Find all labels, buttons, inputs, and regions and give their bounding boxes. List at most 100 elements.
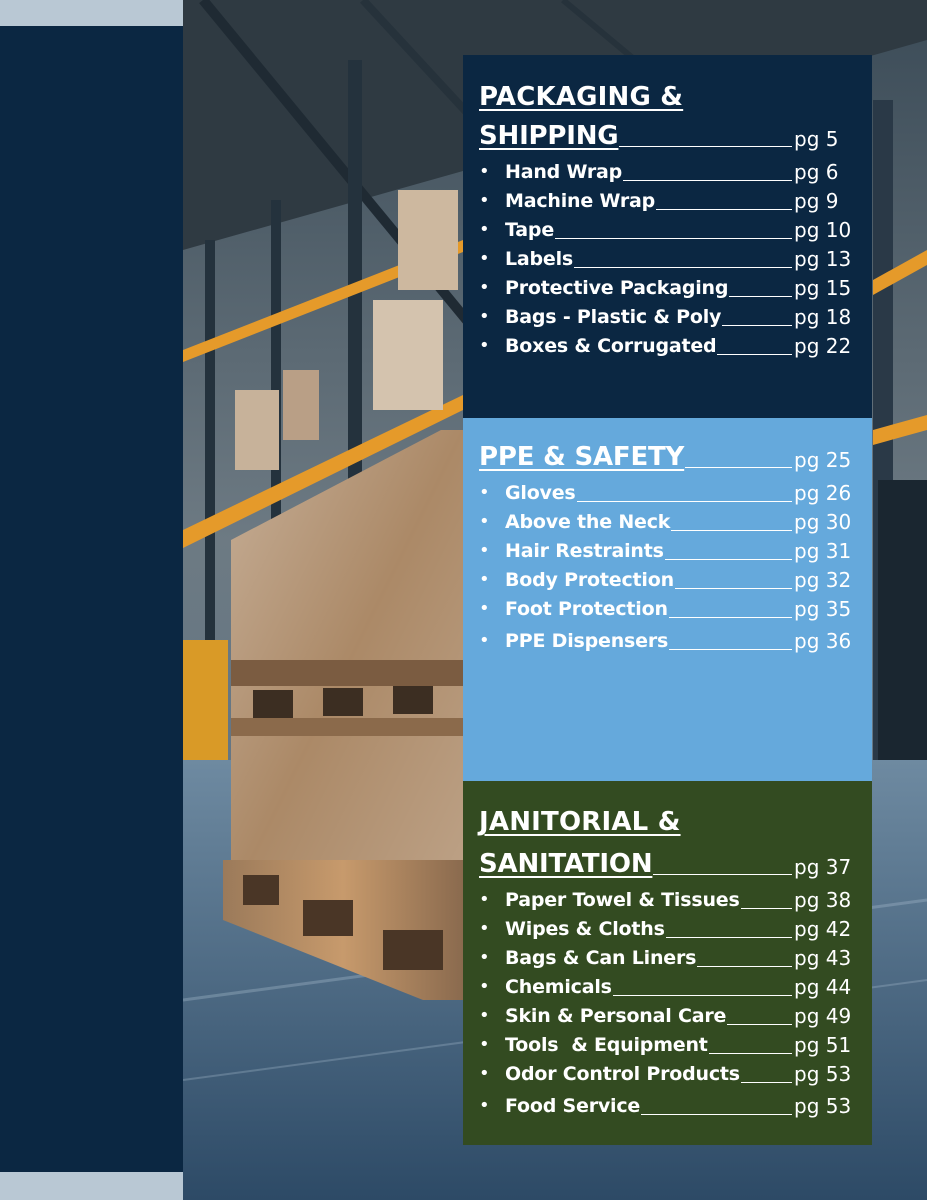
janitorial-page: pg 37 <box>794 855 852 879</box>
toc-item-page: pg 53 <box>794 1062 852 1086</box>
toc-item-label: Hand Wrap <box>505 161 623 183</box>
bullet-icon: • <box>479 306 490 327</box>
toc-item-machine-wrap[interactable]: • Machine Wrap pg 9 <box>479 185 856 213</box>
toc-item-page: pg 35 <box>794 597 852 621</box>
bullet-icon: • <box>479 161 490 182</box>
toc-item-page: pg 6 <box>794 160 839 184</box>
toc-item-page: pg 44 <box>794 975 852 999</box>
ppe-safety-panel: PPE & SAFETY pg 25 • Gloves pg 26 • Abov… <box>463 418 872 781</box>
toc-item-label: Tools & Equipment <box>505 1034 708 1056</box>
bullet-icon: • <box>479 947 490 968</box>
toc-item-bags-plastic-poly[interactable]: • Bags - Plastic & Poly pg 18 <box>479 301 856 329</box>
toc-item-page: pg 49 <box>794 1004 852 1028</box>
bullet-icon: • <box>479 1034 490 1055</box>
toc-item-label: Odor Control Products <box>505 1063 740 1085</box>
toc-item-label: Hair Restraints <box>505 540 664 562</box>
toc-item-label: Tape <box>505 219 555 241</box>
toc-item-odor-control-products[interactable]: • Odor Control Products pg 53 <box>479 1058 856 1086</box>
dot-leader <box>671 529 792 531</box>
dot-leader <box>574 266 792 268</box>
dot-leader <box>653 873 792 875</box>
toc-item-page: pg 43 <box>794 946 852 970</box>
bullet-icon: • <box>479 1095 490 1116</box>
bullet-icon: • <box>479 540 490 561</box>
bullet-icon: • <box>479 976 490 997</box>
toc-item-label: Boxes & Corrugated <box>505 335 717 357</box>
dot-leader <box>612 994 792 996</box>
toc-item-page: pg 22 <box>794 334 852 358</box>
dot-leader <box>665 936 792 938</box>
bullet-icon: • <box>479 630 490 651</box>
janitorial-title-line1: JANITORIAL & <box>479 807 681 837</box>
toc-item-page: pg 31 <box>794 539 852 563</box>
packaging-page: pg 5 <box>794 127 839 151</box>
toc-item-tape[interactable]: • Tape pg 10 <box>479 214 856 242</box>
bullet-icon: • <box>479 511 490 532</box>
toc-item-boxes-corrugated[interactable]: • Boxes & Corrugated pg 22 <box>479 330 856 358</box>
toc-item-above-the-neck[interactable]: • Above the Neck pg 30 <box>479 506 856 534</box>
toc-item-bags-can-liners[interactable]: • Bags & Can Liners pg 43 <box>479 942 856 970</box>
bullet-icon: • <box>479 1005 490 1026</box>
toc-item-protective-packaging[interactable]: • Protective Packaging pg 15 <box>479 272 856 300</box>
toc-item-label: Labels <box>505 248 574 270</box>
toc-item-label: Food Service <box>505 1095 641 1117</box>
bullet-icon: • <box>479 335 490 356</box>
toc-item-tools-equipment[interactable]: • Tools & Equipment pg 51 <box>479 1029 856 1057</box>
toc-item-label: Skin & Personal Care <box>505 1005 727 1027</box>
toc-item-skin-personal-care[interactable]: • Skin & Personal Care pg 49 <box>479 1000 856 1028</box>
ppe-page: pg 25 <box>794 448 852 472</box>
toc-item-label: Protective Packaging <box>505 277 729 299</box>
dot-leader <box>740 1081 792 1083</box>
janitorial-sanitation-panel: JANITORIAL & SANITATION pg 37 • Paper To… <box>463 781 872 1145</box>
toc-item-chemicals[interactable]: • Chemicals pg 44 <box>479 971 856 999</box>
top-gray-strip <box>0 0 183 26</box>
toc-item-label: Paper Towel & Tissues <box>505 889 740 911</box>
dot-leader <box>674 587 792 589</box>
dot-leader <box>685 466 792 468</box>
bullet-icon: • <box>479 889 490 910</box>
bullet-icon: • <box>479 248 490 269</box>
bullet-icon: • <box>479 277 490 298</box>
toc-item-page: pg 51 <box>794 1033 852 1057</box>
bullet-icon: • <box>479 219 490 240</box>
bullet-icon: • <box>479 482 490 503</box>
toc-item-page: pg 26 <box>794 481 852 505</box>
ppe-heading-row[interactable]: PPE & SAFETY pg 25 <box>479 442 856 472</box>
dot-leader <box>641 1113 792 1115</box>
packaging-title-line1: PACKAGING & <box>479 82 684 112</box>
toc-item-page: pg 36 <box>794 629 852 653</box>
toc-item-label: Bags - Plastic & Poly <box>505 306 722 328</box>
bullet-icon: • <box>479 190 490 211</box>
janitorial-heading-row[interactable]: SANITATION pg 37 <box>479 849 856 879</box>
packaging-shipping-panel: PACKAGING & SHIPPING pg 5 • Hand Wrap pg… <box>463 55 872 418</box>
toc-item-paper-towel-tissues[interactable]: • Paper Towel & Tissues pg 38 <box>479 884 856 912</box>
bullet-icon: • <box>479 569 490 590</box>
toc-item-ppe-dispensers[interactable]: • PPE Dispensers pg 36 <box>479 625 856 653</box>
toc-item-body-protection[interactable]: • Body Protection pg 32 <box>479 564 856 592</box>
dot-leader <box>740 907 792 909</box>
toc-item-food-service[interactable]: • Food Service pg 53 <box>479 1090 856 1118</box>
bottom-gray-strip <box>0 1172 183 1200</box>
dot-leader <box>656 208 792 210</box>
toc-item-label: Gloves <box>505 482 576 504</box>
toc-item-label: PPE Dispensers <box>505 630 669 652</box>
toc-item-hand-wrap[interactable]: • Hand Wrap pg 6 <box>479 156 856 184</box>
toc-item-foot-protection[interactable]: • Foot Protection pg 35 <box>479 593 856 621</box>
dot-leader <box>664 558 792 560</box>
toc-item-page: pg 53 <box>794 1094 852 1118</box>
toc-item-page: pg 15 <box>794 276 852 300</box>
toc-item-label: Wipes & Cloths <box>505 918 665 940</box>
dot-leader <box>623 179 792 181</box>
toc-item-label: Above the Neck <box>505 511 671 533</box>
ppe-title: PPE & SAFETY <box>479 442 685 472</box>
packaging-heading-row[interactable]: SHIPPING pg 5 <box>479 121 856 151</box>
toc-item-gloves[interactable]: • Gloves pg 26 <box>479 477 856 505</box>
dot-leader <box>555 237 792 239</box>
dot-leader <box>619 145 792 147</box>
dot-leader <box>708 1052 792 1054</box>
bullet-icon: • <box>479 918 490 939</box>
toc-item-page: pg 18 <box>794 305 852 329</box>
toc-item-wipes-cloths[interactable]: • Wipes & Cloths pg 42 <box>479 913 856 941</box>
toc-item-labels[interactable]: • Labels pg 13 <box>479 243 856 271</box>
toc-item-hair-restraints[interactable]: • Hair Restraints pg 31 <box>479 535 856 563</box>
